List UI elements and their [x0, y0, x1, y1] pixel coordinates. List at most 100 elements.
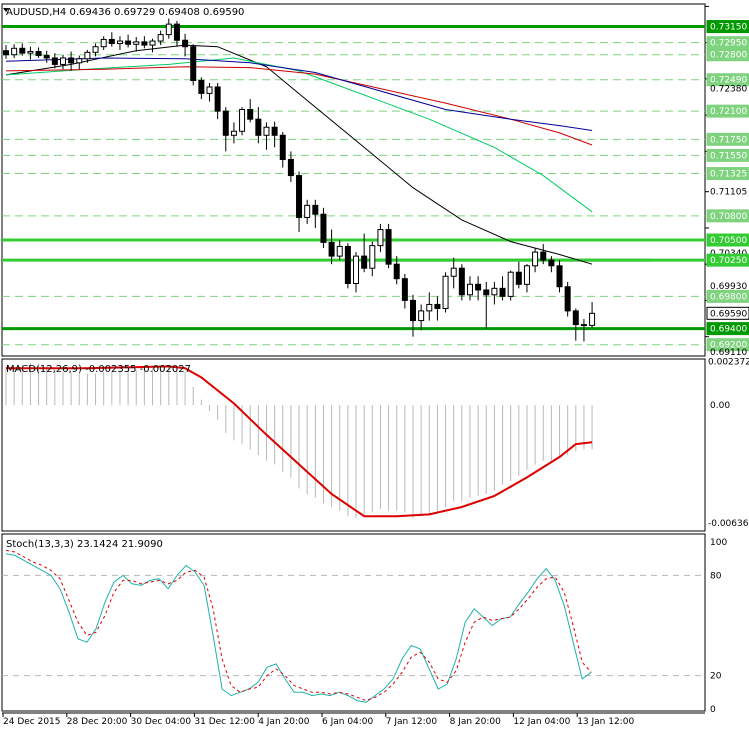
time-axis-label: 31 Dec 12:00	[194, 717, 255, 727]
candle-body	[483, 289, 490, 296]
candle-body	[312, 204, 319, 215]
candle-body	[515, 271, 522, 285]
candle-body	[426, 303, 433, 312]
candle-body	[385, 229, 392, 265]
candle-body	[556, 265, 563, 288]
stoch-tick-label: 20	[710, 672, 722, 682]
price-label: 0.69930	[710, 282, 747, 292]
candle-body	[84, 51, 91, 60]
candle-body	[507, 271, 514, 297]
candle-body	[491, 287, 498, 296]
candle-body	[328, 241, 335, 257]
candle-body	[108, 38, 115, 44]
candle-body	[68, 57, 75, 64]
price-label: 0.72800	[710, 51, 747, 61]
price-label: 0.70250	[710, 256, 747, 266]
price-label-box	[706, 209, 749, 223]
price-label: 0.69800	[710, 292, 747, 302]
macd-tick-label: 0.00	[710, 401, 730, 411]
time-axis-label: 6 Jan 04:00	[322, 717, 374, 727]
candle-body	[499, 287, 506, 297]
price-label: 0.69200	[710, 341, 747, 351]
stoch-panel-frame	[1, 533, 706, 712]
price-label: 0.69590	[710, 309, 747, 319]
candle-body	[353, 255, 360, 285]
candle-body	[214, 86, 221, 112]
candle-body	[222, 110, 229, 136]
candle-body	[369, 245, 376, 269]
candle-body	[564, 286, 571, 312]
candle-body	[450, 267, 457, 277]
candle-body	[43, 55, 50, 59]
candle-body	[418, 310, 425, 322]
price-label: 0.69110	[710, 348, 747, 358]
candle-body	[361, 255, 368, 269]
price-label: 0.71105	[710, 187, 747, 197]
candle-body	[149, 40, 156, 46]
candle-body	[580, 324, 587, 327]
price-panel-frame	[1, 3, 706, 357]
price-label: 0.72100	[710, 107, 747, 117]
candle-body	[255, 118, 262, 136]
candle-body	[157, 34, 164, 42]
candle-body	[27, 51, 34, 54]
candle-body	[572, 310, 579, 326]
candle-body	[19, 47, 26, 54]
candle-body	[304, 204, 311, 218]
candle-body	[320, 213, 327, 243]
price-label: 0.71550	[710, 151, 747, 161]
candle-body	[165, 23, 172, 36]
candle-body	[442, 275, 449, 309]
price-label: 0.70800	[710, 212, 747, 222]
candle-body	[116, 40, 123, 44]
candle-body	[263, 126, 270, 136]
candle-body	[100, 38, 107, 48]
price-label: 0.72490	[710, 76, 747, 86]
price-label-box	[706, 48, 749, 62]
candle-body	[466, 283, 473, 296]
price-label-box	[706, 322, 749, 336]
candle-body	[190, 46, 197, 82]
moving-average-line	[5, 57, 593, 213]
candle-body	[125, 40, 132, 45]
candle-body	[532, 251, 539, 267]
candle-body	[230, 130, 237, 136]
candle-body	[76, 58, 83, 64]
candle-body	[92, 46, 99, 53]
candle-body	[589, 312, 596, 326]
candle-body	[377, 229, 384, 247]
candle-body	[548, 259, 555, 267]
candle-body	[198, 80, 205, 94]
dropdown-icon	[3, 8, 9, 12]
price-label-box	[706, 148, 749, 162]
price-label: 0.73150	[710, 23, 747, 33]
price-label-box	[706, 104, 749, 118]
chart-title: AUDUSD,H4 0.69436 0.69729 0.69408 0.6959…	[6, 7, 244, 18]
candle-body	[173, 23, 180, 41]
macd-title: MACD(12,26,9) -0.002355 -0.002027	[6, 364, 191, 375]
price-label-box	[706, 73, 749, 87]
price-label: 0.72380	[710, 85, 747, 95]
candle-body	[540, 251, 547, 261]
candle-body	[296, 175, 303, 218]
time-axis-label: 13 Jan 12:00	[577, 717, 634, 727]
candle-body	[141, 41, 148, 46]
time-axis-label: 24 Dec 2015	[3, 717, 61, 727]
stoch-main-line	[5, 553, 592, 703]
price-label-box	[706, 338, 749, 352]
price-label: 0.71750	[710, 135, 747, 145]
moving-average-line	[5, 66, 593, 146]
candle-body	[271, 126, 278, 136]
candle-body	[279, 134, 286, 160]
candle-body	[344, 245, 351, 285]
time-axis-label: 7 Jan 12:00	[386, 717, 438, 727]
macd-signal-line	[6, 365, 593, 518]
macd-tick-label: 0.002372	[708, 357, 749, 367]
candle-body	[59, 57, 66, 65]
price-label-box	[706, 289, 749, 303]
time-axis-label: 28 Dec 20:00	[67, 717, 128, 727]
candle-body	[133, 41, 140, 45]
candle-body	[410, 299, 416, 322]
price-label: 0.70500	[710, 236, 747, 246]
